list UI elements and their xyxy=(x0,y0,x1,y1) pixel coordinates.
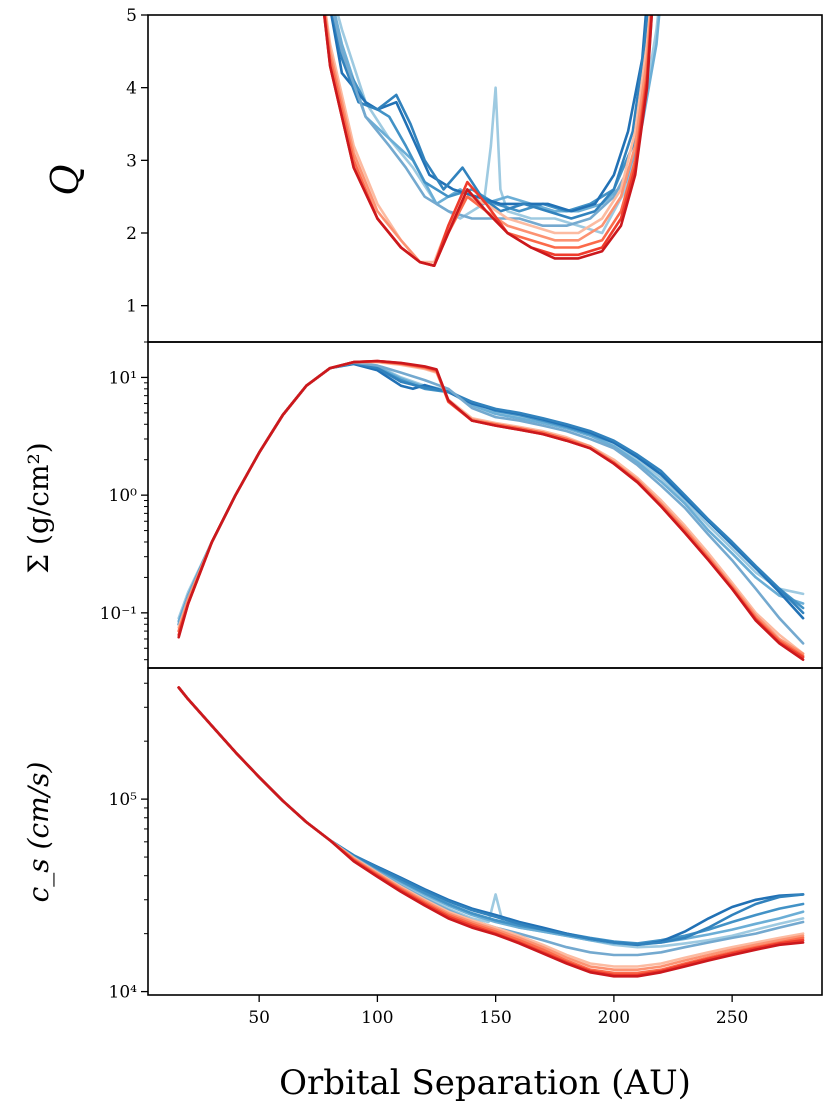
y-tick-label: 1 xyxy=(126,297,137,317)
sigma-series-line-t2 xyxy=(177,360,805,623)
q-y-label: Q xyxy=(43,164,87,195)
sigma-axes-frame xyxy=(147,341,823,669)
x-tick-label: 250 xyxy=(716,1008,748,1028)
q-axes-frame xyxy=(147,14,823,343)
cs-series-line-t4 xyxy=(177,686,805,947)
x-ticks: 50 100 150 200 250 xyxy=(248,995,748,1028)
x-tick-label: 100 xyxy=(361,1008,393,1028)
y-tick-label: 10¹ xyxy=(109,368,137,388)
panel-cs: 10⁴ 10⁵ c_s (cm/s) xyxy=(22,667,823,1003)
q-series-line-t11 xyxy=(322,15,654,268)
sigma-y-label: Σ (g/cm²) xyxy=(22,442,55,573)
cs-series-line-t11 xyxy=(177,686,805,978)
y-tick-label: 2 xyxy=(126,224,137,244)
y-tick-label: 3 xyxy=(126,151,137,171)
sigma-series-line-t7 xyxy=(177,360,805,656)
cs-series-line-t1 xyxy=(177,686,805,949)
cs-axes-frame xyxy=(147,667,823,996)
cs-series-line-t2 xyxy=(177,686,805,947)
q-y-ticks: 1 2 3 4 5 xyxy=(126,6,148,317)
cs-y-label: c_s (cm/s) xyxy=(22,762,55,903)
sigma-series-line-t9 xyxy=(177,359,805,658)
cs-series-group xyxy=(177,686,805,978)
x-axis-label: Orbital Separation (AU) xyxy=(279,1063,691,1103)
y-tick-label: 10⁰ xyxy=(109,486,138,506)
y-tick-label: 5 xyxy=(126,6,137,26)
y-tick-label: 10⁻¹ xyxy=(100,604,137,624)
y-tick-label: 10⁴ xyxy=(109,983,138,1003)
sigma-series-line-t1 xyxy=(177,360,805,620)
x-tick-label: 150 xyxy=(479,1008,511,1028)
sigma-series-line-t11 xyxy=(177,359,805,662)
sigma-series-line-t10 xyxy=(177,359,805,659)
sigma-series-line-t6 xyxy=(177,361,805,645)
sigma-series-line-t4 xyxy=(177,362,805,626)
sigma-series-line-t8 xyxy=(177,360,805,656)
panel-q: 1 2 3 4 5 Q xyxy=(43,6,823,343)
q-series-line-t3 xyxy=(331,15,653,213)
sigma-y-ticks: 10⁻¹ 10⁰ 10¹ xyxy=(100,341,148,661)
sigma-series-line-t5 xyxy=(177,361,805,626)
q-series-group xyxy=(322,15,661,268)
sigma-series-group xyxy=(177,359,805,662)
sigma-series-line-t3 xyxy=(177,361,805,626)
cs-y-ticks: 10⁴ 10⁵ xyxy=(109,682,148,1003)
y-tick-label: 4 xyxy=(126,79,137,99)
cs-series-line-t3 xyxy=(177,686,805,945)
cs-series-line-t5 xyxy=(177,686,805,946)
cs-series-line-t7 xyxy=(177,686,805,968)
x-tick-label: 50 xyxy=(248,1008,270,1028)
y-tick-label: 10⁵ xyxy=(109,790,138,810)
panel-sigma: 10⁻¹ 10⁰ 10¹ Σ (g/cm²) xyxy=(22,341,823,669)
x-tick-label: 200 xyxy=(598,1008,630,1028)
